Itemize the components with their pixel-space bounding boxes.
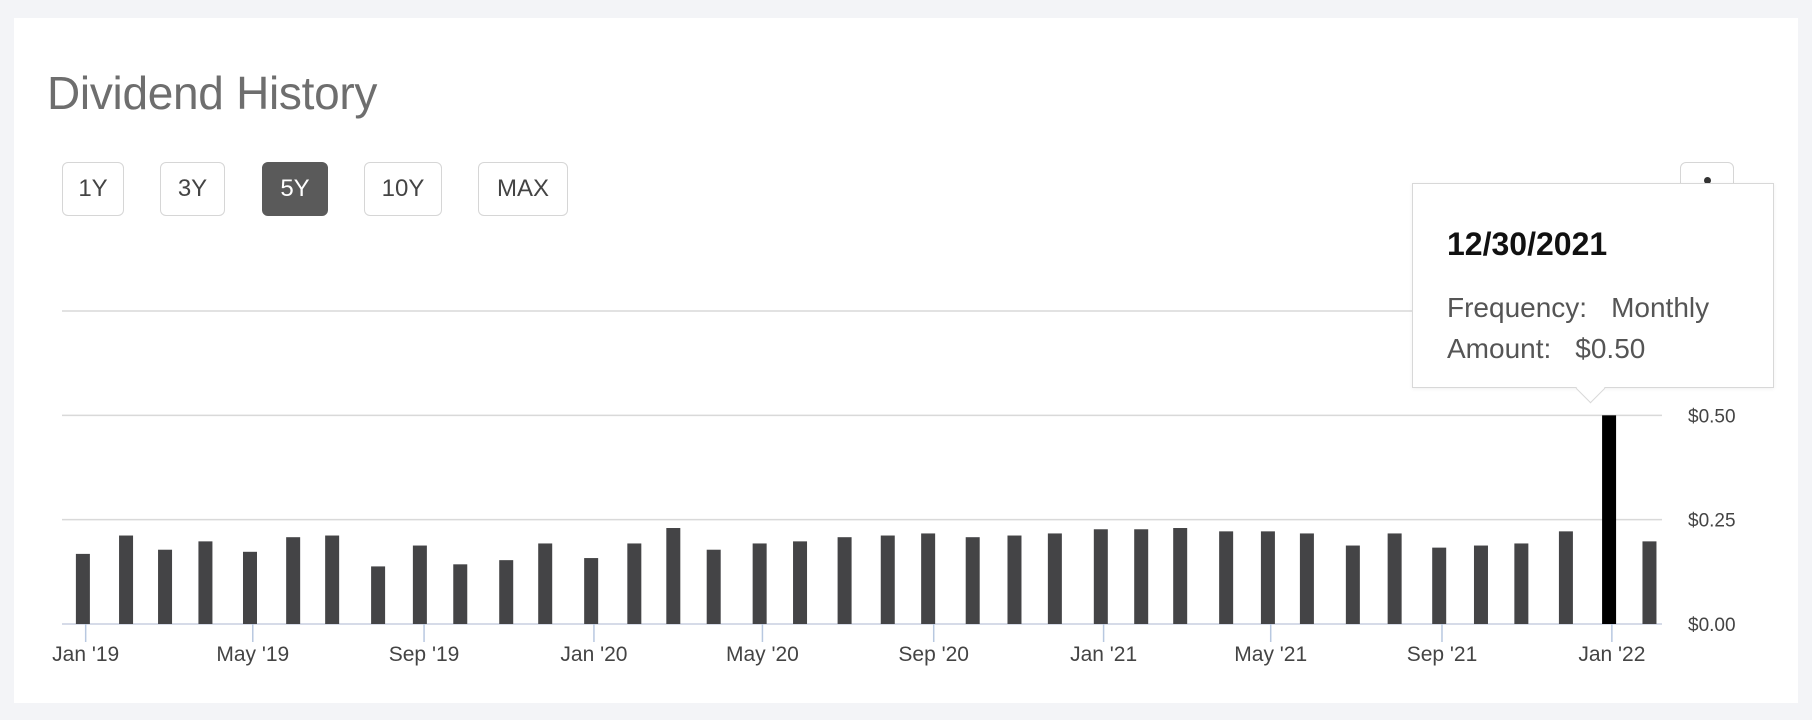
bar-2021-12-30[interactable] xyxy=(1602,415,1617,624)
range-button-1y[interactable]: 1Y xyxy=(62,162,124,216)
tooltip-amount-value: $0.50 xyxy=(1575,333,1646,364)
tooltip-date: 12/30/2021 xyxy=(1447,226,1608,262)
bar-2019-10-30[interactable] xyxy=(499,560,514,624)
bar-2020-06-29[interactable] xyxy=(837,537,852,624)
chart-tooltip: 12/30/2021 Frequency: Monthly Amount: $0.5… xyxy=(1412,183,1774,404)
x-tick-label-5: Sep '20 xyxy=(898,643,969,666)
y-tick-label-0: $0.00 xyxy=(1688,615,1736,636)
bar-2021-06-29[interactable] xyxy=(1345,545,1360,624)
tooltip-amount-row: Amount: $0.50 xyxy=(1447,333,1645,365)
bar-2019-06-27[interactable] xyxy=(325,535,340,624)
bar-2021-03-30[interactable] xyxy=(1219,531,1234,624)
bar-2020-08-28[interactable] xyxy=(921,533,936,624)
bar-2019-05-30[interactable] xyxy=(286,537,301,624)
range-button-3y[interactable]: 3Y xyxy=(160,162,225,216)
tooltip-amount-label: Amount: xyxy=(1447,333,1552,364)
bar-2019-01-30[interactable] xyxy=(119,535,134,624)
x-tick-label-6: Jan '21 xyxy=(1070,643,1137,666)
bar-2021-02-25[interactable] xyxy=(1173,528,1188,624)
range-button-max[interactable]: MAX xyxy=(478,162,568,216)
x-tick-label-8: Sep '21 xyxy=(1407,643,1478,666)
x-tick-label-7: May '21 xyxy=(1234,643,1307,666)
bar-2019-08-29[interactable] xyxy=(412,545,427,624)
bar-2021-10-28[interactable] xyxy=(1514,543,1529,624)
bar-2021-05-27[interactable] xyxy=(1299,533,1314,624)
x-tick-label-0: Jan '19 xyxy=(52,643,119,666)
bar-2021-09-29[interactable] xyxy=(1473,545,1488,624)
bar-2021-04-29[interactable] xyxy=(1260,531,1275,624)
bar-2020-03-27[interactable] xyxy=(706,549,721,624)
bar-2020-12-30[interactable] xyxy=(1093,529,1108,624)
bar-2020-04-29[interactable] xyxy=(752,543,767,624)
x-tick-label-2: Sep '19 xyxy=(389,643,460,666)
bar-2018-12-30[interactable] xyxy=(75,553,90,624)
tooltip-frequency-value: Monthly xyxy=(1611,292,1710,323)
range-button-5y[interactable]: 5Y xyxy=(262,162,328,216)
bar-2020-05-28[interactable] xyxy=(793,541,808,624)
bar-2019-09-27[interactable] xyxy=(453,564,468,624)
bar-2021-11-29[interactable] xyxy=(1558,531,1573,624)
bar-2020-01-30[interactable] xyxy=(627,543,642,624)
bar-2021-07-29[interactable] xyxy=(1387,533,1402,624)
more-options-icon xyxy=(1704,177,1711,184)
bar-2020-02-27[interactable] xyxy=(666,528,681,624)
x-tick-label-1: May '19 xyxy=(216,643,289,666)
bar-2022-01-28[interactable] xyxy=(1642,541,1657,624)
bar-2019-02-27[interactable] xyxy=(158,549,173,624)
x-tick-label-9: Jan '22 xyxy=(1578,643,1645,666)
bar-2019-03-28[interactable] xyxy=(198,541,213,624)
page-title: Dividend History xyxy=(47,67,378,119)
x-tick-label-4: May '20 xyxy=(726,643,799,666)
bar-2021-01-28[interactable] xyxy=(1134,529,1149,624)
bar-2019-12-30[interactable] xyxy=(584,558,599,624)
bar-2019-04-29[interactable] xyxy=(242,551,257,624)
y-tick-label-2: $0.50 xyxy=(1688,406,1736,427)
bar-2021-08-30[interactable] xyxy=(1432,547,1447,624)
bar-2020-07-30[interactable] xyxy=(880,535,895,624)
x-tick-label-3: Jan '20 xyxy=(560,643,627,666)
y-tick-label-1: $0.25 xyxy=(1688,511,1736,532)
bar-2020-09-29[interactable] xyxy=(965,537,980,624)
bar-2019-07-30[interactable] xyxy=(371,566,386,624)
tooltip-frequency-row: Frequency: Monthly xyxy=(1447,292,1709,324)
bar-2020-11-27[interactable] xyxy=(1047,533,1062,624)
bar-2020-10-29[interactable] xyxy=(1007,535,1022,624)
tooltip-frequency-label: Frequency: xyxy=(1447,292,1588,323)
bar-2019-11-27[interactable] xyxy=(538,543,553,624)
range-button-10y[interactable]: 10Y xyxy=(364,162,442,216)
